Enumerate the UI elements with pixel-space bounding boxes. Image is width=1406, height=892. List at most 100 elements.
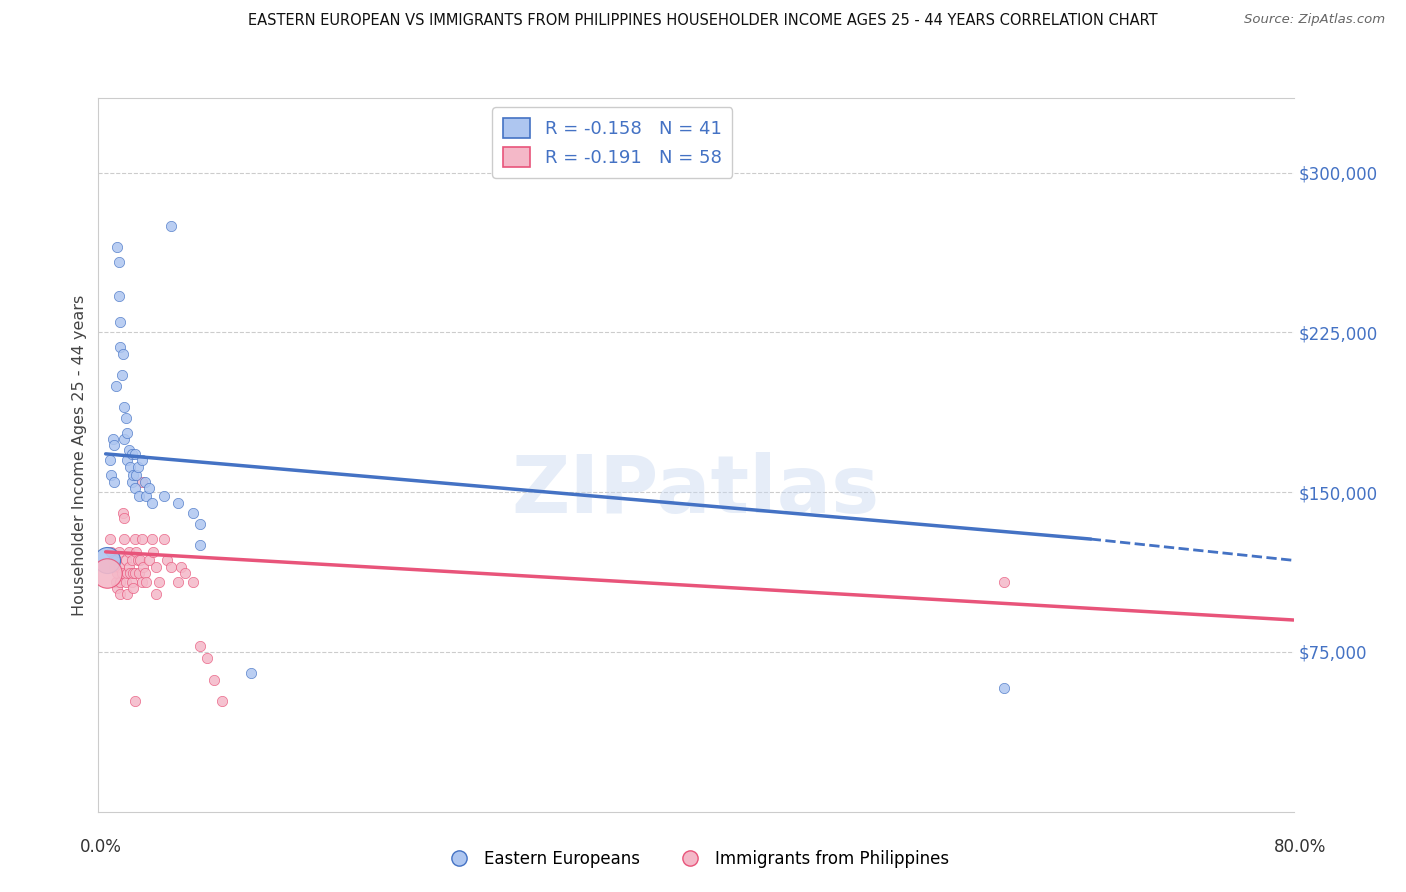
- Point: [160, 559, 183, 574]
- Point: [121, 574, 143, 589]
- Point: [160, 219, 183, 233]
- Point: [103, 438, 125, 452]
- Point: [181, 574, 204, 589]
- Text: 80.0%: 80.0%: [1274, 838, 1327, 855]
- Point: [155, 553, 177, 567]
- Point: [131, 532, 153, 546]
- Point: [103, 475, 125, 489]
- Point: [127, 459, 149, 474]
- Point: [98, 532, 121, 546]
- Point: [188, 517, 211, 532]
- Point: [170, 559, 193, 574]
- Point: [148, 574, 170, 589]
- Point: [121, 447, 143, 461]
- Point: [115, 553, 138, 567]
- Point: [239, 666, 262, 681]
- Point: [152, 532, 174, 546]
- Point: [114, 432, 136, 446]
- Point: [108, 315, 131, 329]
- Point: [122, 566, 145, 581]
- Point: [112, 507, 135, 521]
- Point: [105, 566, 128, 581]
- Point: [181, 507, 204, 521]
- Point: [122, 468, 145, 483]
- Point: [107, 559, 129, 574]
- Point: [108, 587, 131, 601]
- Point: [167, 496, 190, 510]
- Point: [118, 442, 141, 457]
- Text: ZIPatlas: ZIPatlas: [512, 451, 880, 530]
- Point: [135, 490, 157, 504]
- Point: [121, 553, 143, 567]
- Point: [117, 425, 139, 440]
- Point: [145, 587, 167, 601]
- Point: [115, 574, 138, 589]
- Point: [152, 490, 174, 504]
- Point: [195, 651, 218, 665]
- Point: [112, 347, 135, 361]
- Point: [167, 574, 190, 589]
- Point: [105, 581, 128, 595]
- Point: [124, 532, 146, 546]
- Point: [202, 673, 225, 687]
- Point: [98, 453, 121, 467]
- Point: [114, 510, 136, 524]
- Point: [104, 378, 127, 392]
- Point: [117, 587, 139, 601]
- Point: [115, 410, 138, 425]
- Point: [96, 566, 118, 581]
- Point: [120, 459, 142, 474]
- Point: [138, 481, 160, 495]
- Point: [993, 574, 1015, 589]
- Point: [117, 566, 139, 581]
- Point: [131, 475, 153, 489]
- Point: [100, 468, 122, 483]
- Point: [134, 566, 156, 581]
- Point: [104, 574, 127, 589]
- Point: [110, 368, 132, 382]
- Point: [142, 545, 165, 559]
- Point: [105, 240, 128, 254]
- Point: [138, 553, 160, 567]
- Point: [128, 490, 150, 504]
- Point: [129, 553, 152, 567]
- Point: [122, 581, 145, 595]
- Point: [188, 538, 211, 552]
- Point: [108, 340, 131, 354]
- Point: [120, 566, 142, 581]
- Point: [107, 255, 129, 269]
- Point: [124, 447, 146, 461]
- Point: [101, 432, 124, 446]
- Point: [174, 566, 197, 581]
- Point: [188, 639, 211, 653]
- Text: EASTERN EUROPEAN VS IMMIGRANTS FROM PHILIPPINES HOUSEHOLDER INCOME AGES 25 - 44 : EASTERN EUROPEAN VS IMMIGRANTS FROM PHIL…: [249, 13, 1157, 29]
- Point: [101, 553, 124, 567]
- Point: [96, 553, 118, 567]
- Point: [125, 545, 148, 559]
- Point: [100, 545, 122, 559]
- Text: Source: ZipAtlas.com: Source: ZipAtlas.com: [1244, 13, 1385, 27]
- Point: [124, 566, 146, 581]
- Point: [121, 475, 143, 489]
- Point: [132, 559, 155, 574]
- Point: [141, 496, 163, 510]
- Point: [131, 453, 153, 467]
- Point: [103, 559, 125, 574]
- Point: [104, 553, 127, 567]
- Point: [125, 468, 148, 483]
- Point: [134, 475, 156, 489]
- Point: [993, 681, 1015, 695]
- Point: [107, 545, 129, 559]
- Point: [131, 574, 153, 589]
- Point: [117, 453, 139, 467]
- Point: [114, 400, 136, 414]
- Legend: Eastern Europeans, Immigrants from Philippines: Eastern Europeans, Immigrants from Phili…: [436, 844, 956, 875]
- Point: [145, 559, 167, 574]
- Point: [135, 574, 157, 589]
- Point: [107, 289, 129, 303]
- Point: [118, 559, 141, 574]
- Text: 0.0%: 0.0%: [80, 838, 122, 855]
- Point: [124, 694, 146, 708]
- Point: [110, 566, 132, 581]
- Point: [141, 532, 163, 546]
